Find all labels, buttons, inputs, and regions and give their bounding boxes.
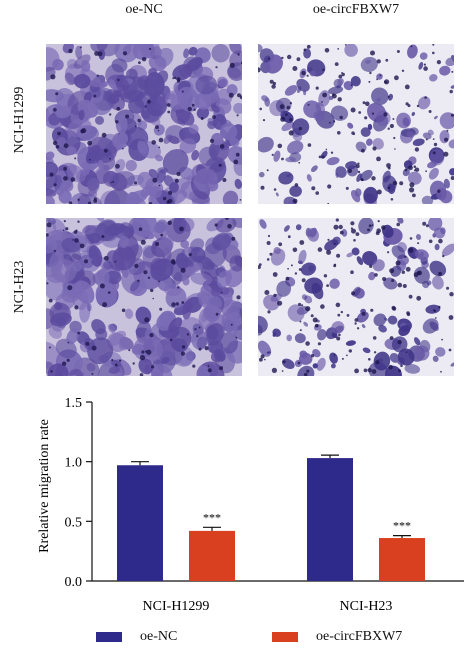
micrograph-h23-oe-nc (46, 218, 242, 376)
y-tick-label: 0.5 (65, 515, 83, 530)
column-label-oe-nc: oe-NC (125, 2, 163, 17)
significance-marker: *** (393, 519, 411, 533)
x-tick-label-nci-h23: NCI-H23 (340, 599, 393, 614)
legend-swatch-oe-nc (96, 632, 122, 642)
y-tick-label: 1.5 (65, 396, 83, 411)
micrograph-h1299-oe-nc (46, 44, 242, 204)
significance-marker: *** (203, 510, 221, 524)
error-bar (393, 535, 411, 539)
legend-item-oe-circfbxw7: oe-circFBXW7 (272, 627, 402, 647)
legend-swatch-oe-circfbxw7 (272, 632, 298, 642)
micrograph-h23-oe-circfbxw7 (258, 218, 454, 376)
bar-nci-h23-oe-nc (307, 458, 353, 581)
y-tick-label: 0.0 (65, 575, 83, 590)
error-bar (321, 454, 339, 459)
y-tick-label: 1.0 (65, 456, 83, 471)
y-axis-label: Rrelative migration rate (37, 419, 52, 553)
legend-item-oe-nc: oe-NC (96, 627, 177, 647)
legend-label-oe-circfbxw7: oe-circFBXW7 (316, 629, 403, 644)
migration-bar-chart: Rrelative migration rate 0.0 0.5 1.0 1.5 **… (37, 396, 464, 614)
row-label-nci-h1299: NCI-H1299 (12, 86, 27, 154)
error-bar (131, 461, 149, 466)
bar-nci-h1299-oe-nc (117, 465, 163, 581)
row-label-nci-h23: NCI-H23 (12, 260, 27, 314)
error-bar (203, 526, 221, 531)
legend-label-oe-nc: oe-NC (140, 629, 178, 644)
x-tick-label-nci-h1299: NCI-H1299 (143, 599, 210, 614)
bar-nci-h1299-oe-circfbxw7 (189, 530, 235, 581)
column-label-oe-circfbxw7: oe-circFBXW7 (312, 2, 400, 17)
micrograph-h1299-oe-circfbxw7 (258, 44, 454, 204)
bar-nci-h23-oe-circfbxw7 (379, 538, 425, 581)
